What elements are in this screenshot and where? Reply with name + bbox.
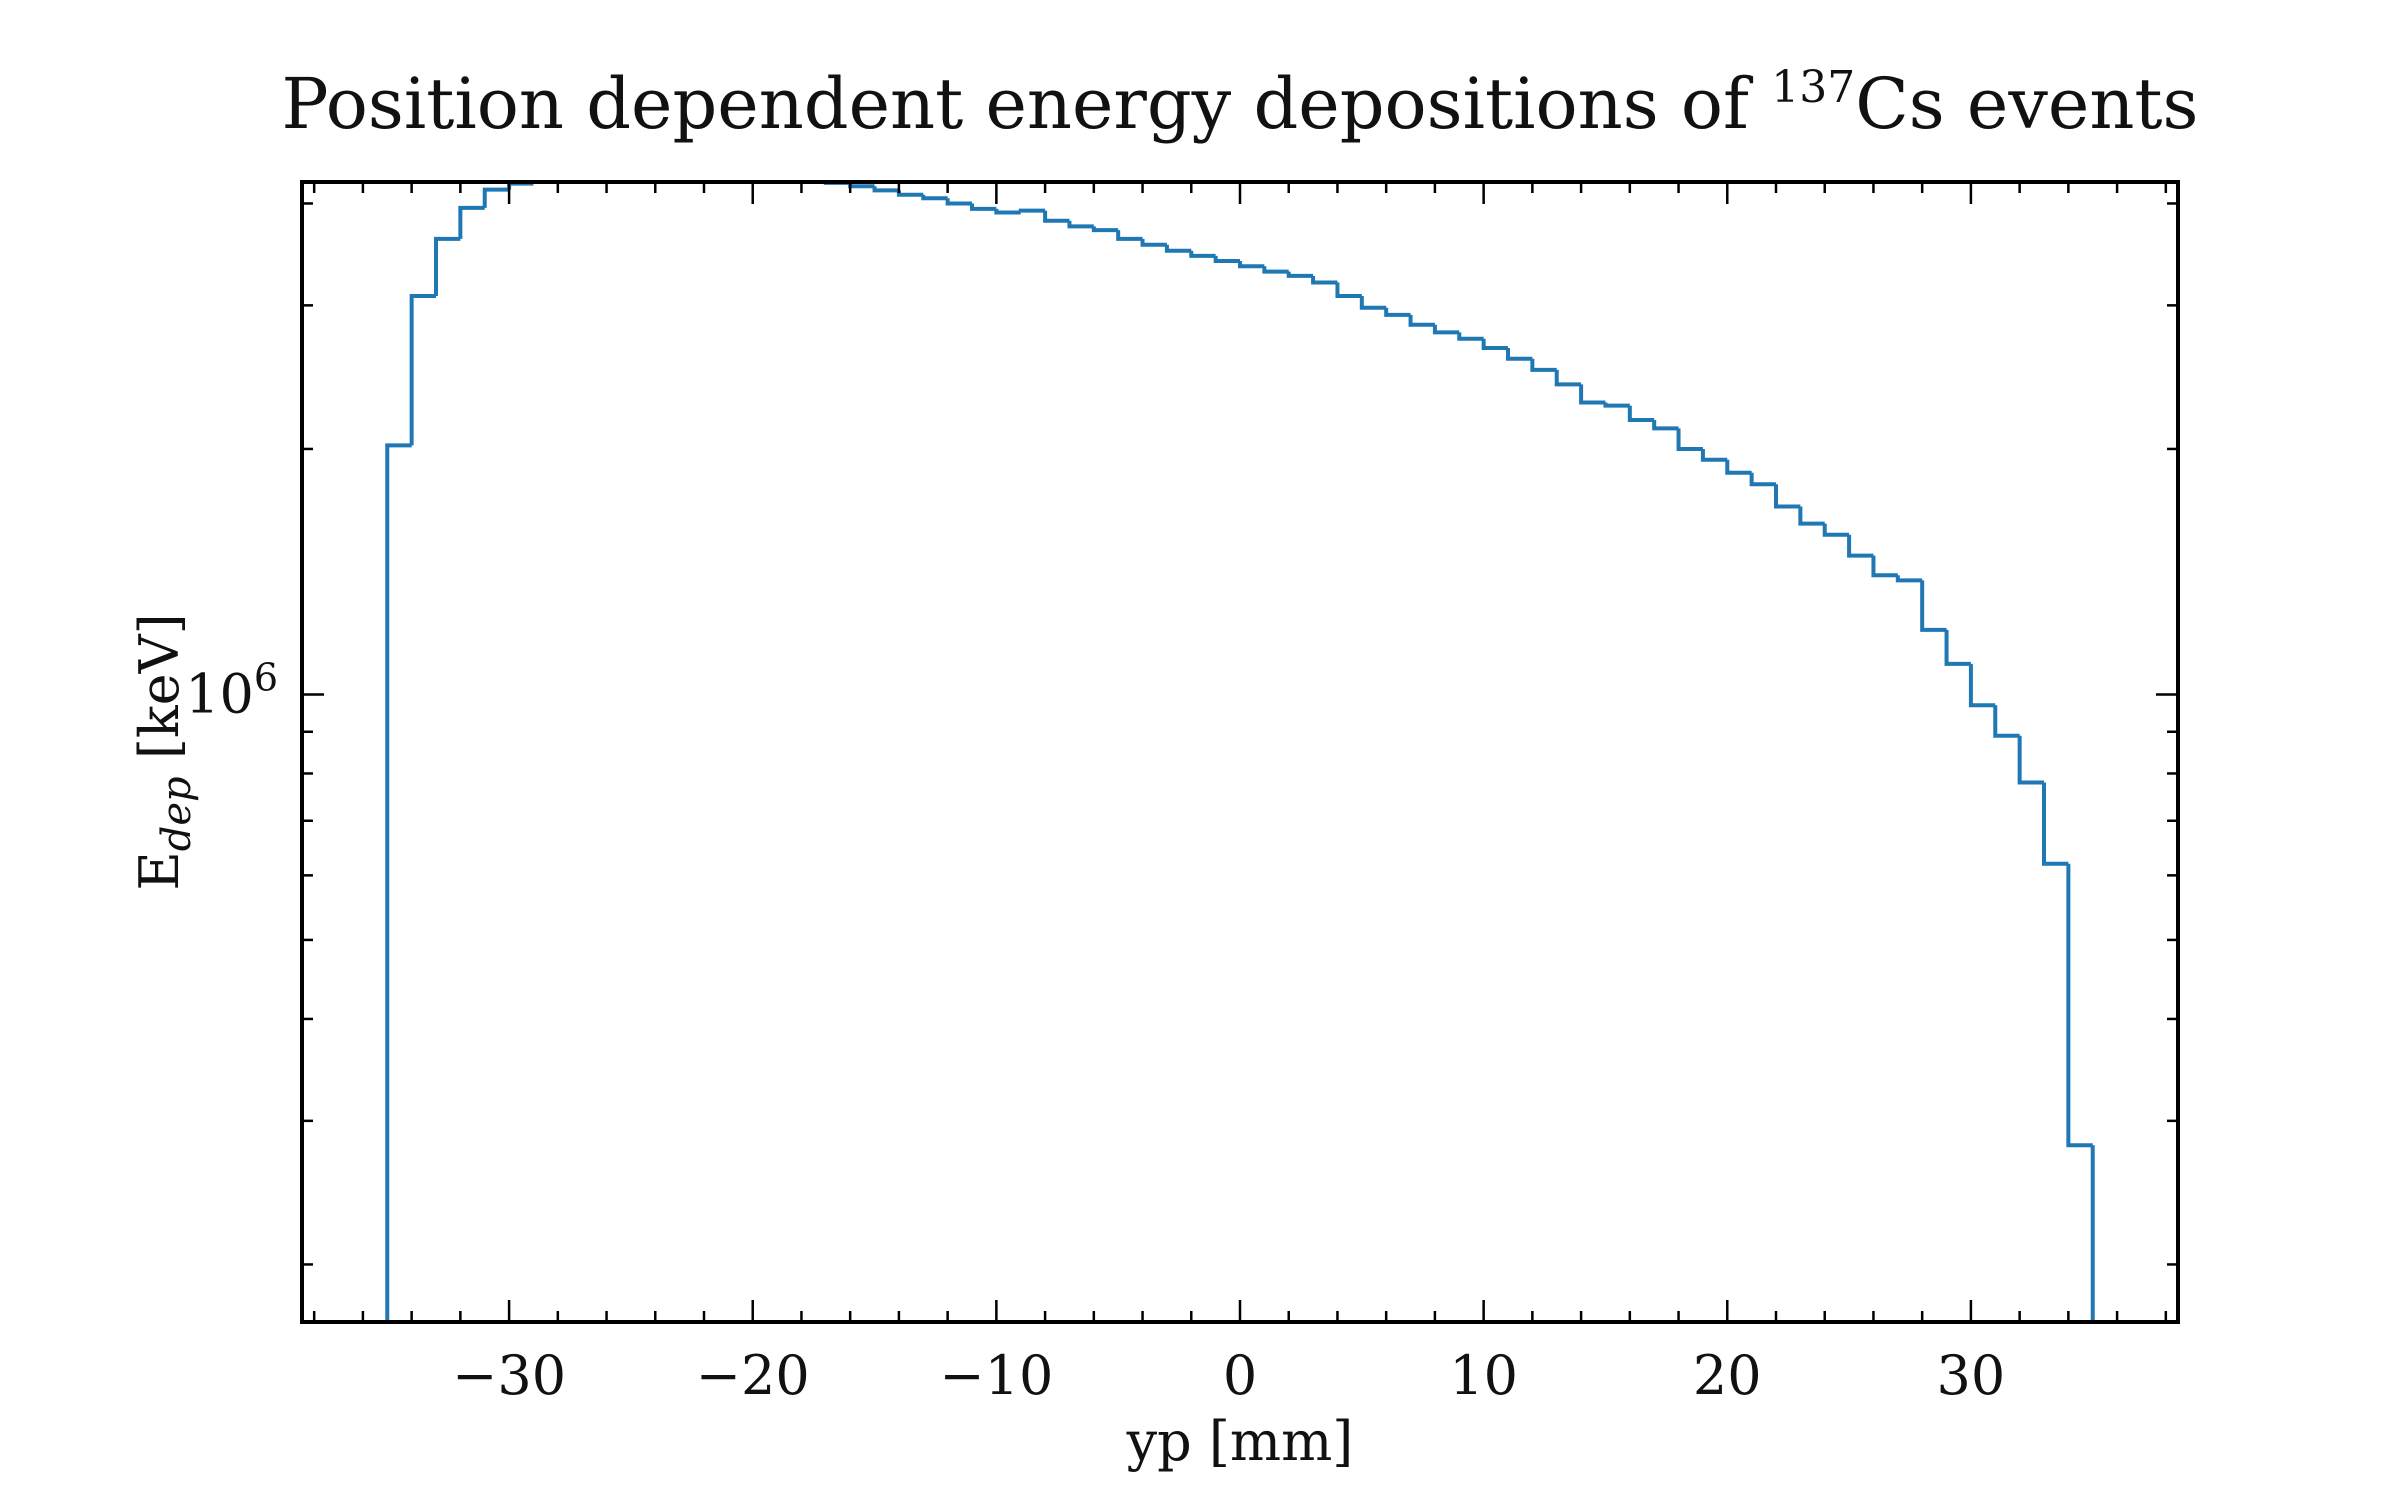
histogram-bar	[2017, 735, 2044, 785]
histogram-bar	[1944, 629, 1971, 666]
histogram-bar	[1286, 271, 1314, 278]
y-axis-label-unit: [keV]	[128, 613, 191, 776]
histogram-bar	[1262, 266, 1289, 274]
histogram-bar	[1676, 428, 1703, 451]
histogram-bar	[1554, 369, 1582, 387]
histogram-bar	[1018, 208, 1046, 213]
histogram-bar	[1408, 314, 1435, 327]
histogram-bar	[994, 208, 1021, 215]
histogram-bar	[458, 205, 485, 239]
x-tick-label: −20	[696, 1344, 810, 1407]
histogram-bar	[1164, 244, 1192, 253]
x-axis-label: yp [mm]	[1126, 1410, 1354, 1473]
histogram-bar	[945, 198, 972, 206]
histogram-bar	[1627, 405, 1655, 423]
histogram-bar	[1749, 472, 1776, 487]
chart-title-superscript: 137	[1771, 62, 1855, 113]
histogram-bar	[482, 187, 510, 208]
x-tick-label: 30	[1937, 1344, 2006, 1407]
histogram-bar	[1432, 324, 1460, 335]
histogram-bar	[1993, 705, 2020, 738]
y-tick-label: 106	[185, 655, 278, 725]
histogram-bar	[1700, 448, 1728, 462]
plot-frame	[300, 180, 2180, 1324]
histogram-bar	[896, 190, 924, 197]
histogram-bar	[1384, 307, 1411, 317]
histogram-bar	[1530, 358, 1557, 372]
histogram-bar	[1895, 575, 1923, 583]
histogram-bar	[1725, 459, 1752, 475]
histogram-bar	[1579, 384, 1606, 405]
histogram-bar	[1359, 296, 1387, 310]
y-tick-label-base: 10	[185, 662, 254, 725]
histogram-bar	[2042, 782, 2069, 866]
histogram-bar	[1140, 238, 1167, 247]
histogram-bar	[507, 181, 534, 190]
histogram-bar	[1774, 484, 1801, 509]
histogram-bar	[970, 203, 997, 211]
histogram-bar	[1920, 580, 1947, 632]
histogram-bar	[1457, 332, 1484, 341]
histogram-bar	[872, 186, 899, 193]
x-tick-label: 20	[1693, 1344, 1762, 1407]
histogram-bar	[1822, 523, 1850, 537]
histogram-bar	[1189, 250, 1216, 258]
histogram-bar	[1968, 663, 1996, 708]
x-tick-label: −30	[452, 1344, 566, 1407]
y-axis-label-subscript: dep	[154, 776, 200, 851]
histogram-bar	[1798, 506, 1825, 526]
histogram-bar	[2066, 863, 2093, 1148]
chart-title-suffix: Cs events	[1855, 63, 2198, 145]
histogram-bar	[1871, 555, 1898, 578]
x-tick-label: 10	[1449, 1344, 1518, 1407]
y-tick-label-exponent: 6	[254, 655, 278, 699]
histogram-bar	[1238, 261, 1265, 269]
histogram-bar	[1335, 282, 1362, 299]
histogram-bar	[1043, 210, 1070, 223]
histogram-bar	[1067, 220, 1094, 229]
chart-title: Position dependent energy depositions of…	[282, 62, 2199, 145]
y-axis-label: Edep [keV]	[128, 613, 200, 890]
y-axis-label-main: E	[128, 851, 191, 890]
histogram-bar	[1652, 420, 1679, 431]
chart-title-main: Position dependent energy depositions of	[282, 63, 1772, 145]
histogram-bar	[1481, 338, 1508, 350]
histogram-bar	[385, 443, 412, 1322]
histogram-bar	[1311, 275, 1338, 285]
x-tick-label: 0	[1223, 1344, 1257, 1407]
histogram-bar	[434, 236, 461, 297]
histogram-bar	[1091, 226, 1119, 233]
histogram-bar	[921, 194, 948, 201]
histogram-bar	[1847, 534, 1874, 558]
histogram-bar	[409, 294, 436, 446]
histogram-bar	[1603, 402, 1630, 408]
histogram-bar	[1213, 255, 1240, 264]
histogram-bar	[1116, 230, 1143, 241]
x-tick-label: −10	[939, 1344, 1053, 1407]
histogram-bar	[1506, 347, 1533, 361]
